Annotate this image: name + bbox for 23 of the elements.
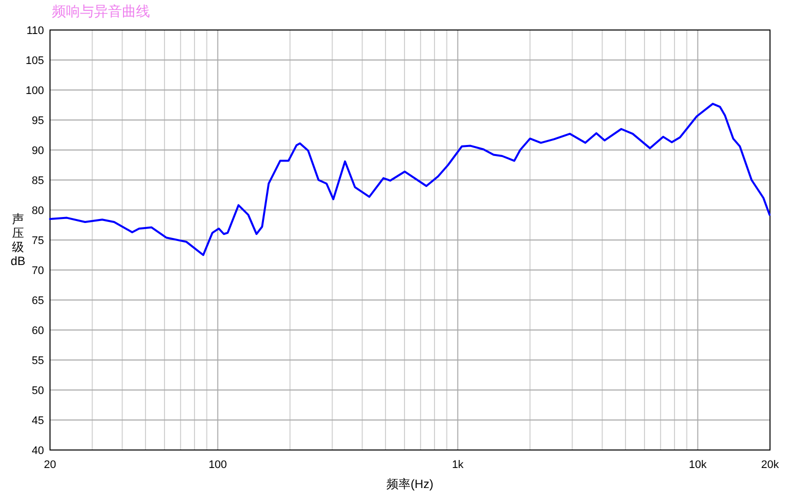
y-tick-label: 105 <box>26 55 44 67</box>
y-tick-label: 60 <box>32 325 44 337</box>
y-tick-label: 90 <box>32 145 44 157</box>
x-axis-title: 频率(Hz) <box>386 477 434 491</box>
x-tick-label: 10k <box>688 459 708 471</box>
y-tick-label: 55 <box>32 355 44 367</box>
y-tick-label: 110 <box>26 25 44 37</box>
y-tick-label: 65 <box>32 295 44 307</box>
x-tick-label: 20 <box>44 459 56 471</box>
y-tick-label: 75 <box>32 235 44 247</box>
y-axis-title: 声压级 dB <box>10 212 26 268</box>
x-tick-label: 20k <box>761 459 780 471</box>
y-tick-label: 85 <box>32 175 44 187</box>
y-tick-label: 50 <box>32 385 44 397</box>
x-tick-label: 1k <box>452 459 464 471</box>
y-tick-label: 45 <box>32 415 44 427</box>
y-tick-label: 40 <box>32 445 44 457</box>
y-tick-label: 95 <box>32 115 44 127</box>
y-tick-label: 70 <box>32 265 44 277</box>
chart-title: 频响与异音曲线 <box>52 3 150 19</box>
x-tick-label: 100 <box>208 459 227 471</box>
y-tick-label: 80 <box>32 205 44 217</box>
y-tick-label: 100 <box>26 85 44 97</box>
